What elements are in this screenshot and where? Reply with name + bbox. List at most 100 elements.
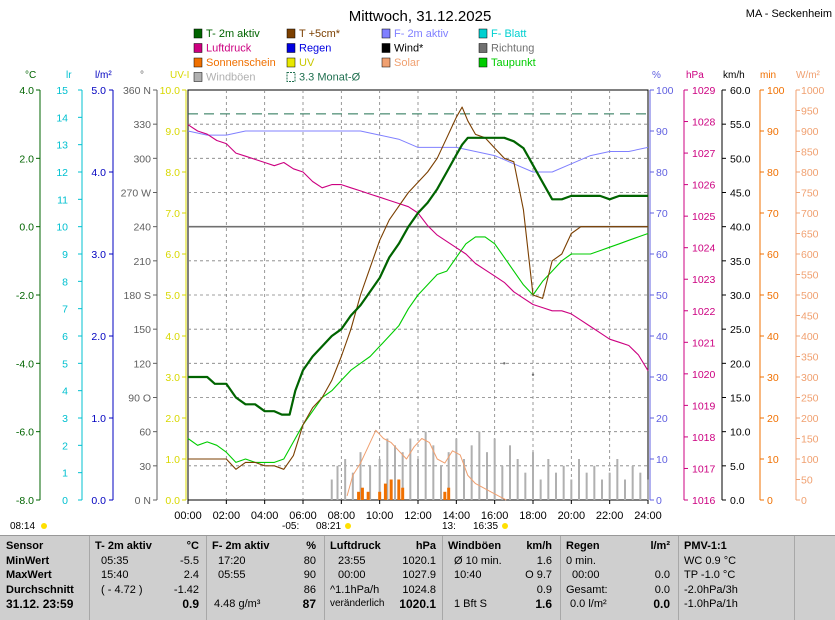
x-tick-label: 04:00 xyxy=(251,510,279,522)
x-tick-label: 00:00 xyxy=(174,510,202,522)
axis-tick-label: 800 xyxy=(801,167,819,179)
axis-tick-label: 60.0 xyxy=(730,85,751,97)
hum-avg-value: 86 xyxy=(303,583,316,596)
axis-tick-label: 30.0 xyxy=(730,290,751,302)
legend-label: Wind* xyxy=(394,43,424,55)
axis-tick-label: 700 xyxy=(801,208,819,220)
legend-label: Regen xyxy=(299,43,331,55)
axis-tick-label: 900 xyxy=(801,126,819,138)
axis-tick-label: 0 N xyxy=(135,495,151,507)
stats-humidity-column: F- 2m aktiv% 17:20 80 05:55 90 86 4.48 g/m… xyxy=(212,539,320,612)
series-line-f-2m-aktiv xyxy=(187,130,649,173)
axis-unit-lr: lr xyxy=(66,70,72,81)
rain-current-amount: 0.0 l/m² xyxy=(570,598,607,610)
stats-rain-column: Regen l/m² 0 min. 00:00 0.0 Gesamt: 0.0 0.0… xyxy=(566,539,674,612)
wind-unit: km/h xyxy=(526,540,552,552)
stats-sensor-label: Sensor xyxy=(6,540,44,552)
chart-title: Mittwoch, 31.12.2025 xyxy=(349,8,492,25)
sunrise-label: 08:21 xyxy=(316,521,341,532)
series-mark-sonnenschein xyxy=(366,491,370,500)
pmv-pressure-3h: -2.0hPa/3h xyxy=(684,583,738,596)
hum-header: F- 2m aktiv xyxy=(212,540,270,552)
axis-tick-label: 1026 xyxy=(692,180,716,192)
axis-tick-label: 950 xyxy=(801,106,819,118)
series-mark-sonnenschein xyxy=(447,487,451,500)
axis-tick-label: 2.0 xyxy=(165,413,180,425)
axis-tick-label: 40 xyxy=(656,331,668,343)
axis-tick-label: 3 xyxy=(62,413,68,425)
temp-header: T- 2m aktiv xyxy=(95,540,152,552)
statistics-panel: Sensor MinWert MaxWert Durchschnitt 31.1… xyxy=(0,535,835,620)
legend-label: UV xyxy=(299,57,315,69)
x-tick-label: 14:00 xyxy=(443,510,471,522)
stats-labels-column: Sensor MinWert MaxWert Durchschnitt 31.1… xyxy=(6,539,88,612)
axis-tick-label: 500 xyxy=(801,290,819,302)
wind-beaufort: 1 Bft S xyxy=(454,598,488,610)
chart-axes: °C4.02.00.0-2.0-4.0-6.0-8.0lr15141312111… xyxy=(16,70,825,507)
axis-tick-label: 150 xyxy=(801,434,819,446)
axis-tick-label: 13 xyxy=(56,140,68,152)
axis-tick-label: 0 xyxy=(767,495,773,507)
stats-pressure-column: Luftdruck hPa 23:55 1020.1 00:00 1027.9 ^1.… xyxy=(330,539,438,612)
axis-tick-label: 1027 xyxy=(692,148,716,160)
axis-tick-label: 55.0 xyxy=(730,119,751,131)
legend-swatch xyxy=(286,28,296,39)
axis-tick-label: 25.0 xyxy=(730,324,751,336)
axis-tick-label: 1022 xyxy=(692,306,716,318)
axis-tick-label: 100 xyxy=(801,454,819,466)
rain-duration: 0 min. xyxy=(566,554,596,567)
axis-tick-label: -6.0 xyxy=(16,427,34,439)
axis-tick-label: 7 xyxy=(62,304,68,316)
temp-avg-value: -1.42 xyxy=(173,583,199,596)
hum-max-time: 05:55 xyxy=(218,569,246,581)
hum-absolute: 4.48 g/m³ xyxy=(214,598,261,610)
pmv-pressure-1h: -1.0hPa/1h xyxy=(684,598,738,610)
stats-max-label: MaxWert xyxy=(6,569,52,581)
axis-tick-label: 120 xyxy=(133,358,151,370)
axis-unit-dir: ° xyxy=(140,70,144,81)
axis-tick-label: 2.0 xyxy=(19,153,34,165)
rain-total-value: 0.0 xyxy=(654,583,670,596)
axis-tick-label: 5.0 xyxy=(91,85,106,97)
stats-min-label: MinWert xyxy=(6,554,50,567)
hum-max-value: 90 xyxy=(303,569,316,581)
axis-tick-label: 6 xyxy=(62,331,68,343)
wind-max-value: O 9.7 xyxy=(525,569,552,581)
legend-swatch xyxy=(286,57,296,68)
x-tick-label: 20:00 xyxy=(558,510,586,522)
legend-swatch xyxy=(381,43,391,53)
temp-max-time: 15:40 xyxy=(101,569,129,581)
axis-tick-label: 50 xyxy=(656,290,668,302)
series-mark-sonnenschein xyxy=(443,491,447,500)
x-tick-label: 02:00 xyxy=(213,510,241,522)
axis-tick-label: 0.0 xyxy=(19,222,34,234)
series-mark-sonnenschein xyxy=(397,479,401,500)
chart-legend: T- 2m aktiv T +5cm* F- 2m aktiv F- Blatt Luf… xyxy=(193,28,536,84)
x-tick-label: 12:00 xyxy=(404,510,432,522)
axis-tick-label: 70 xyxy=(656,208,668,220)
temp-avg-note: ( - 4.72 ) xyxy=(101,583,143,596)
axis-tick-label: 150 xyxy=(133,324,151,336)
axis-tick-label: 1017 xyxy=(692,463,716,475)
legend-label: Sonnenschein xyxy=(206,57,276,69)
x-tick-label: 18:00 xyxy=(519,510,547,522)
axis-tick-label: 1018 xyxy=(692,432,716,444)
legend-swatch xyxy=(286,72,296,82)
axis-tick-label: 11 xyxy=(57,194,68,206)
stats-wind-column: Windböen km/h Ø 10 min. 1.6 10:40 O 9.7 0.9… xyxy=(448,539,556,612)
axis-tick-label: 0 xyxy=(656,495,662,507)
axis-tick-label: 650 xyxy=(801,229,819,241)
rain-total-label: Gesamt: xyxy=(566,583,608,596)
temp-min-value: -5.5 xyxy=(180,554,199,567)
axis-tick-label: 35.0 xyxy=(730,256,751,268)
stats-separator xyxy=(678,536,679,620)
weather-chart: Mittwoch, 31.12.2025 MA - Seckenheim T- … xyxy=(10,8,832,532)
legend-label: F- Blatt xyxy=(491,28,526,40)
press-unit: hPa xyxy=(415,540,436,552)
legend-label: 3.3 Monat-Ø xyxy=(299,72,361,84)
axis-tick-label: 2.0 xyxy=(91,331,106,343)
axis-tick-label: 1016 xyxy=(692,495,716,507)
axis-tick-label: 70 xyxy=(767,208,779,220)
axis-tick-label: 90 xyxy=(656,126,668,138)
axis-tick-label: 250 xyxy=(801,393,819,405)
